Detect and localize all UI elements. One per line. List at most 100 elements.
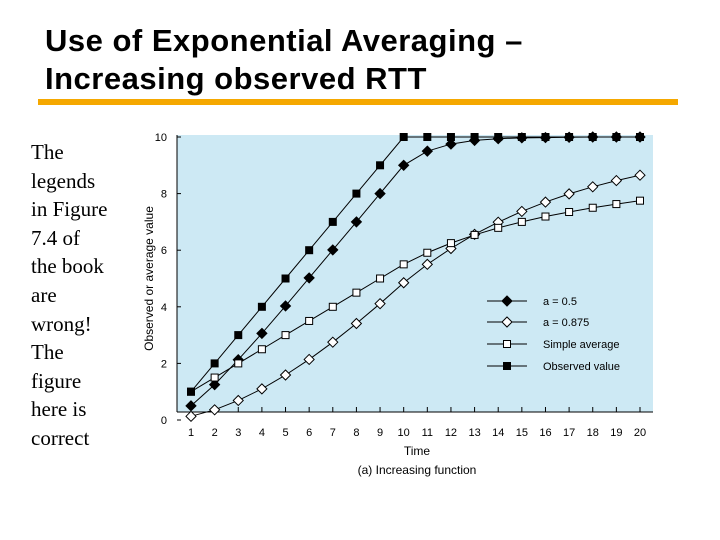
series-1-point <box>208 378 221 391</box>
x-tick-label: 17 <box>563 427 575 439</box>
y-tick-label: 4 <box>161 302 167 314</box>
series-3-point <box>234 359 243 368</box>
series-2-point <box>563 188 575 200</box>
series-2-point <box>539 196 552 208</box>
series-4-point <box>281 274 290 283</box>
legend-label-2: a = 0.875 <box>543 317 589 329</box>
y-tick-label: 0 <box>161 415 167 427</box>
series-4-point <box>588 133 597 141</box>
series-3-point <box>376 274 385 283</box>
y-tick-label: 10 <box>155 132 167 144</box>
x-axis-title: Time <box>404 444 431 458</box>
series-2-point <box>421 258 434 271</box>
series-1-point <box>374 187 386 200</box>
series-3-point <box>565 207 574 216</box>
series-2-point <box>610 174 623 187</box>
x-tick-label: 3 <box>235 427 241 439</box>
series-3-point <box>636 196 644 205</box>
series-4-point <box>187 387 195 396</box>
series-3-point <box>446 239 455 248</box>
series-3-point <box>257 345 266 354</box>
series-3-point <box>470 230 479 239</box>
slide-title-line-1: Use of Exponential Averaging – <box>45 23 523 58</box>
series-2-point <box>327 336 339 348</box>
x-tick-label: 11 <box>422 427 433 439</box>
series-4-point <box>399 133 408 141</box>
series-3-point <box>328 302 337 311</box>
series-1-point <box>421 145 434 157</box>
slide-title: Use of Exponential Averaging – Increasin… <box>45 22 685 98</box>
x-tick-label: 2 <box>212 427 218 439</box>
series-1-point <box>256 327 268 340</box>
series-4-point <box>423 133 432 141</box>
x-tick-label: 12 <box>445 427 457 439</box>
series-2-point <box>587 181 599 193</box>
series-4-point <box>234 331 243 340</box>
legend-marker-3 <box>503 340 511 348</box>
x-tick-label: 16 <box>539 427 551 439</box>
slide-title-line-2: Increasing observed RTT <box>45 61 427 96</box>
series-4-point <box>541 133 550 141</box>
series-4-point <box>376 161 385 170</box>
chart-caption: (a) Increasing function <box>358 463 477 477</box>
x-tick-label: 15 <box>516 427 528 439</box>
series-3-point <box>281 331 290 340</box>
series-1-point <box>303 272 315 284</box>
series-3-point <box>541 212 550 221</box>
x-tick-label: 19 <box>610 427 622 439</box>
series-4-point <box>470 133 479 141</box>
series-4-point <box>494 133 503 141</box>
x-tick-label: 18 <box>587 427 599 439</box>
series-3-point <box>352 288 361 297</box>
series-1-point <box>397 159 410 172</box>
series-2-point <box>279 369 292 381</box>
legend-marker-2 <box>501 316 513 328</box>
series-3-point <box>517 217 526 226</box>
series-1-point <box>445 138 457 150</box>
legend-label-1: a = 0.5 <box>543 296 577 308</box>
series-2-point <box>303 353 315 366</box>
series-4-point <box>257 302 266 311</box>
series-4-point <box>210 359 219 368</box>
series-4-point <box>565 133 574 141</box>
body-text: The legends in Figure 7.4 of the book ar… <box>31 140 108 450</box>
x-tick-label: 10 <box>398 427 410 439</box>
x-tick-label: 6 <box>306 427 312 439</box>
series-3-point <box>399 260 408 269</box>
series-4-point <box>636 133 644 141</box>
y-tick-label: 8 <box>161 189 167 201</box>
series-2-point <box>256 383 268 395</box>
series-2-point <box>374 297 386 310</box>
series-2-point <box>208 404 221 416</box>
x-tick-label: 14 <box>492 427 504 439</box>
series-2-point <box>232 394 244 407</box>
series-3-point <box>612 200 621 209</box>
y-tick-label: 2 <box>161 358 167 370</box>
x-tick-label: 1 <box>188 427 194 439</box>
title-underline <box>38 99 678 105</box>
series-3-point <box>210 373 219 382</box>
series-4-point <box>612 133 621 141</box>
legend-marker-4 <box>503 362 511 370</box>
series-2-point <box>397 277 410 289</box>
x-tick-label: 7 <box>330 427 336 439</box>
legend-label-4: Observed value <box>543 361 620 373</box>
y-axis-title: Observed or average value <box>142 206 156 351</box>
series-4-point <box>328 217 337 226</box>
legend-label-3: Simple average <box>543 339 619 351</box>
x-tick-label: 8 <box>353 427 359 439</box>
series-2-point <box>185 410 197 423</box>
y-tick-label: 6 <box>161 245 167 257</box>
series-4-point <box>446 133 455 141</box>
series-4-point <box>305 246 314 255</box>
series-3-point <box>588 203 597 212</box>
series-3-point <box>494 223 503 232</box>
x-tick-label: 5 <box>282 427 288 439</box>
series-2-point <box>634 169 646 181</box>
x-tick-label: 4 <box>259 427 265 439</box>
series-4-point <box>352 189 361 198</box>
x-tick-label: 9 <box>377 427 383 439</box>
series-1-point <box>327 244 339 256</box>
series-1-point <box>350 216 363 228</box>
